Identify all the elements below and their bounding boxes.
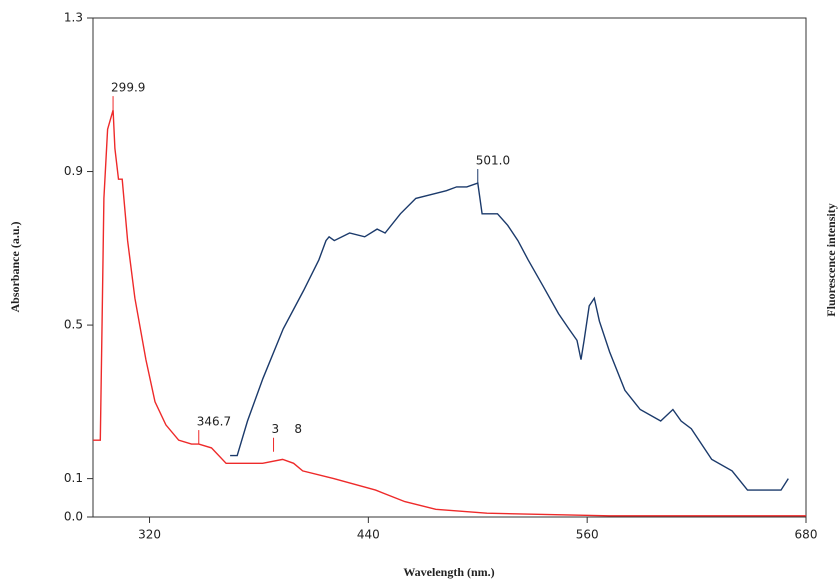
x-tick-label: 680 (795, 528, 818, 542)
y-axis-label: Absorbance (a.u.) (8, 221, 22, 312)
annotation: 3 8 (272, 422, 303, 436)
y-tick-label: 0.0 (64, 510, 83, 524)
y-tick-label: 0.1 (64, 471, 83, 485)
y-tick-label: 0.9 (64, 164, 83, 178)
line-series (230, 182, 789, 491)
annotation: 299.9 (111, 81, 145, 95)
annotation: 346.7 (197, 415, 231, 429)
x-axis-label: Wavelength (nm.) (403, 565, 494, 579)
line-series (93, 109, 806, 517)
plot-frame (92, 17, 807, 518)
x-tick-label: 440 (357, 528, 380, 542)
y-tick-label: 0.5 (64, 318, 83, 332)
annotation: 501.0 (476, 154, 510, 168)
y2-axis-label: Fluorescence intensity (824, 203, 838, 316)
x-tick-label: 320 (138, 528, 161, 542)
x-tick-label: 560 (576, 528, 599, 542)
y-tick-label: 1.3 (64, 11, 83, 25)
